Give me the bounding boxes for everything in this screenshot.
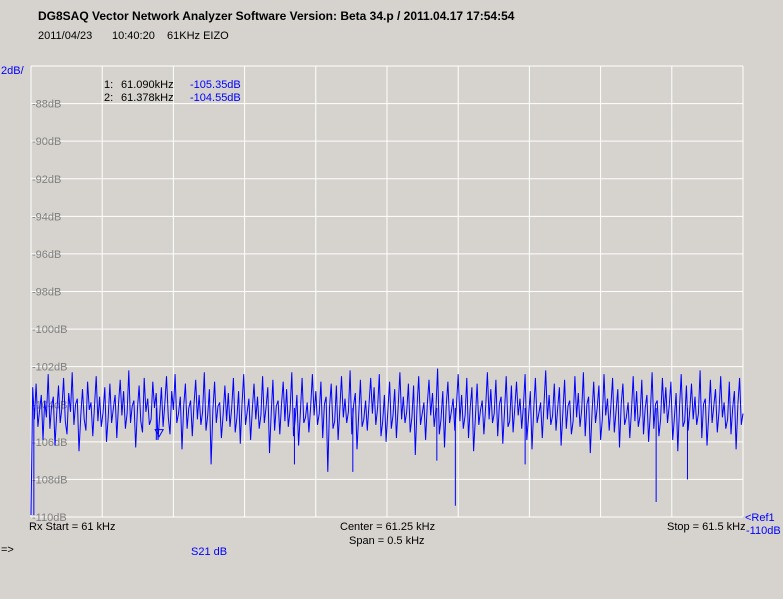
trace-line	[30, 368, 744, 516]
marker-1-index: 1:	[104, 79, 114, 91]
marker-1-freq: 61.090kHz	[121, 79, 174, 91]
y-tick-label: -88dB	[32, 99, 61, 111]
sweep-note: 61KHz EIZO	[167, 30, 229, 42]
stop-frequency: Stop = 61.5 kHz	[667, 521, 746, 533]
reference-level: -110dB	[746, 525, 781, 537]
marker-1-triangle	[154, 429, 165, 438]
command-prompt[interactable]: =>	[1, 544, 14, 556]
y-tick-label: -110dB	[32, 512, 67, 524]
trace-label[interactable]: S21 dB	[191, 546, 228, 558]
marker-2-freq: 61.378kHz	[121, 92, 174, 104]
y-tick-label: -102dB	[32, 362, 67, 374]
reference-marker: <Ref1	[745, 512, 775, 524]
marker-1-value: -105.35dB	[190, 79, 241, 91]
y-tick-label: -96dB	[32, 249, 61, 261]
span-frequency: Span = 0.5 kHz	[349, 535, 425, 547]
y-tick-label: -108dB	[32, 474, 67, 486]
marker-1: 1: 61.090kHz -105.35dB	[104, 79, 241, 91]
sweep-date: 2011/04/23	[38, 30, 93, 42]
y-tick-label: -94dB	[32, 211, 61, 223]
marker-2-value: -104.55dB	[190, 92, 241, 104]
marker-2-index: 2:	[104, 92, 114, 104]
y-tick-label: -92dB	[32, 174, 61, 186]
app-title: DG8SAQ Vector Network Analyzer Software …	[38, 9, 515, 23]
y-tick-label: -90dB	[32, 136, 61, 148]
y-tick-label: -106dB	[32, 437, 67, 449]
y-tick-label: -98dB	[32, 287, 61, 299]
sweep-time: 10:40:20	[112, 30, 155, 42]
y-tick-label: -100dB	[32, 324, 67, 336]
center-frequency: Center = 61.25 kHz	[340, 521, 436, 533]
start-frequency: Rx Start = 61 kHz	[29, 521, 116, 533]
marker-2: 2: 61.378kHz -104.55dB	[104, 92, 241, 104]
scale-label: 2dB/	[1, 65, 24, 77]
